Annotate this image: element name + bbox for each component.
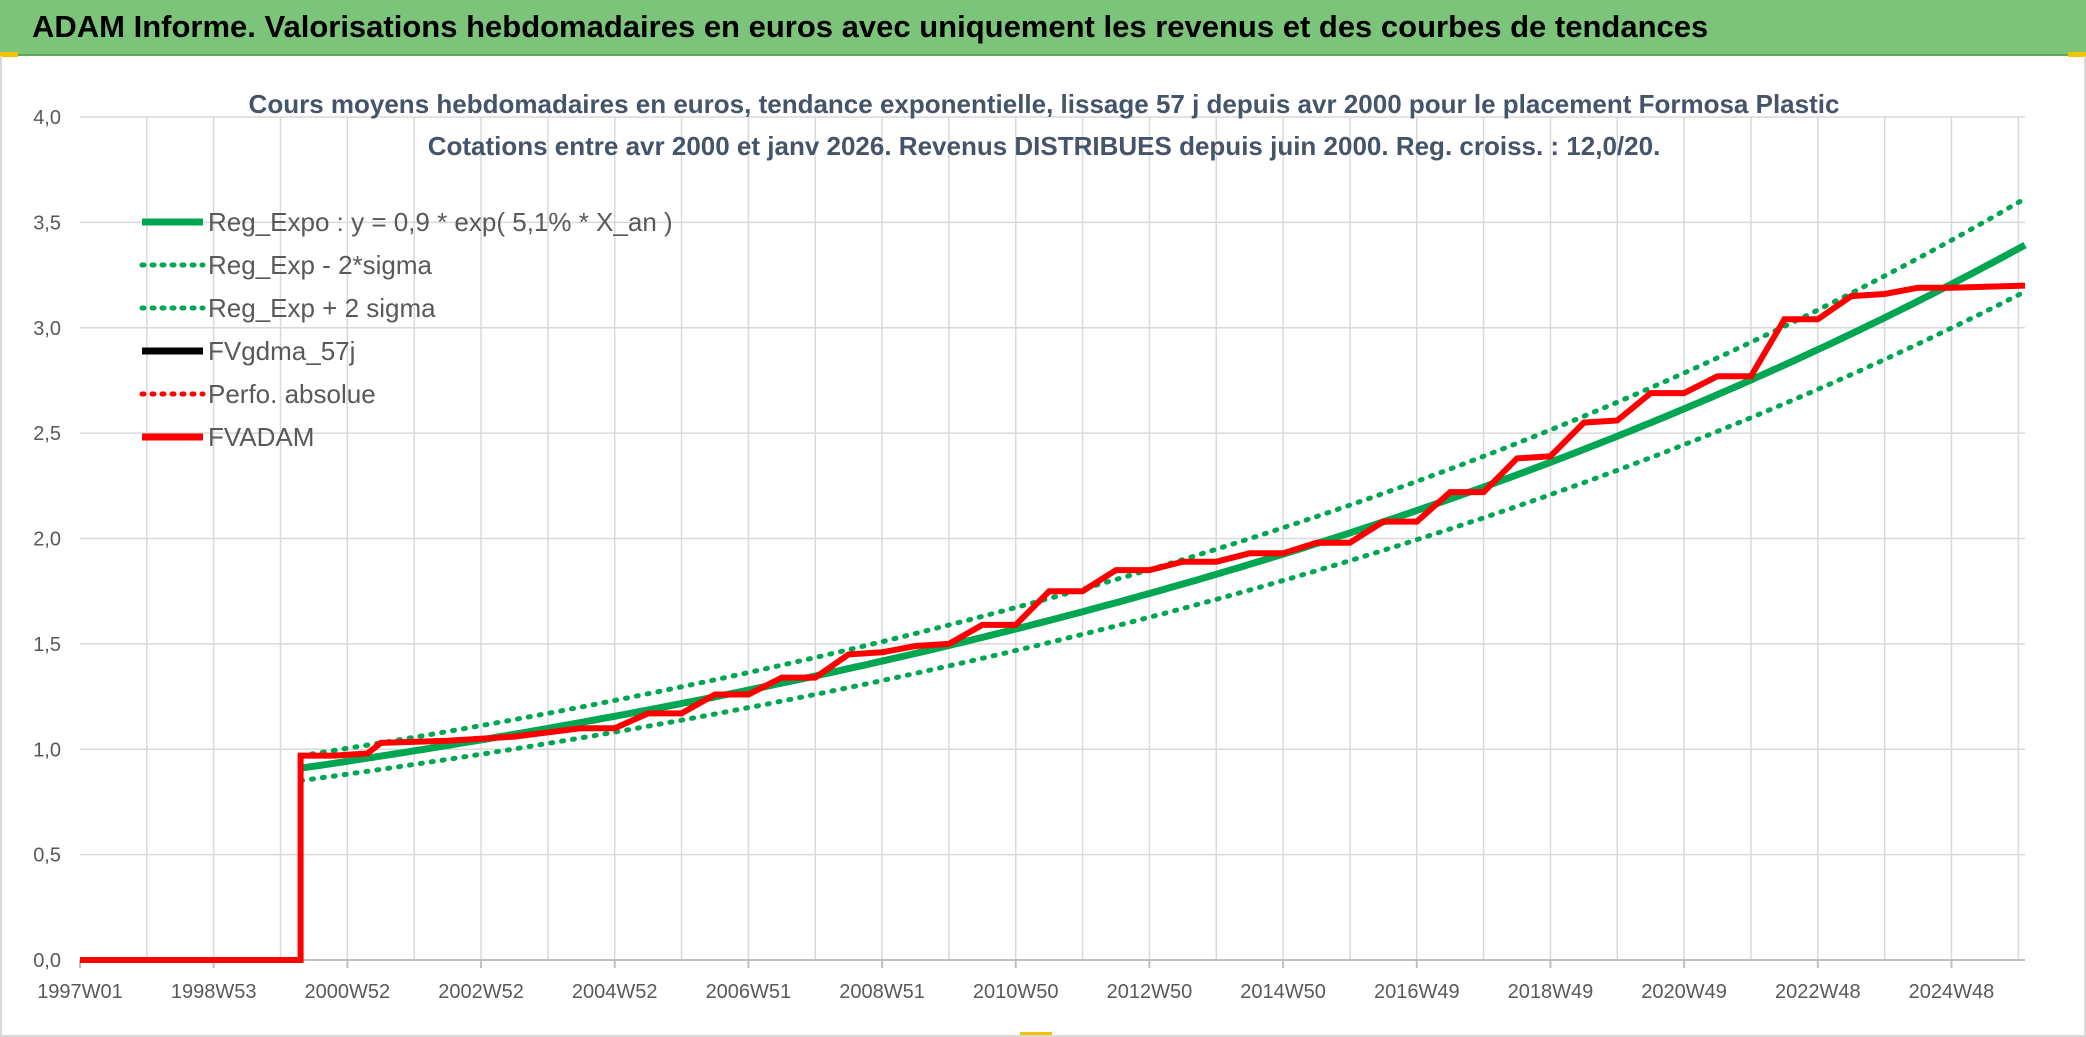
legend-label: Reg_Exp + 2 sigma bbox=[208, 293, 436, 323]
x-tick-label: 2018W49 bbox=[1508, 981, 1594, 1003]
chart-title: Cours moyens hebdomadaires en euros, ten… bbox=[249, 89, 1840, 161]
legend-label: FVADAM bbox=[208, 422, 314, 452]
chart-area bbox=[0, 56, 2086, 1037]
y-tick-label: 0,0 bbox=[33, 950, 61, 972]
chart-title-line-1: Cours moyens hebdomadaires en euros, ten… bbox=[249, 89, 1840, 119]
chart-title-line-2: Cotations entre avr 2000 et janv 2026. R… bbox=[428, 131, 1661, 161]
x-tick-label: 2002W52 bbox=[438, 981, 524, 1003]
x-tick-label: 2000W52 bbox=[305, 981, 391, 1003]
x-tick-label: 1998W53 bbox=[171, 981, 257, 1003]
y-tick-label: 0,5 bbox=[33, 845, 61, 867]
series-reg-exp-minus-2sigma bbox=[298, 289, 2028, 784]
x-tick-label: 2024W48 bbox=[1909, 981, 1995, 1003]
grid bbox=[80, 116, 2025, 961]
corner-marker-left bbox=[0, 52, 18, 57]
y-tick-label: 2,0 bbox=[33, 529, 61, 551]
x-tick-label: 2022W48 bbox=[1775, 981, 1861, 1003]
y-tick-label: 1,5 bbox=[33, 634, 61, 656]
legend: Reg_Expo : y = 0,9 * exp( 5,1% * X_an ) R… bbox=[139, 207, 673, 452]
series-reg-expo bbox=[300, 242, 2027, 772]
x-tick-label: 2008W51 bbox=[839, 981, 925, 1003]
x-tick-label: 2016W49 bbox=[1374, 981, 1460, 1003]
x-tick-label: 2020W49 bbox=[1641, 981, 1727, 1003]
legend-label: Perfo. absolue bbox=[208, 379, 376, 409]
corner-marker-right bbox=[2068, 52, 2086, 57]
legend-label: FVgdma_57j bbox=[208, 336, 355, 366]
y-tick-label: 3,5 bbox=[33, 212, 61, 234]
x-tick-label: 2010W50 bbox=[973, 981, 1059, 1003]
legend-label: Reg_Expo : y = 0,9 * exp( 5,1% * X_an ) bbox=[208, 207, 673, 237]
series-fvadam bbox=[80, 282, 2026, 963]
corner-marker-bottom bbox=[1020, 1032, 1052, 1037]
x-tick-label: 2004W52 bbox=[572, 981, 658, 1003]
report-header: ADAM Informe. Valorisations hebdomadaire… bbox=[0, 0, 2086, 56]
y-tick-label: 3,0 bbox=[33, 318, 61, 340]
legend-label: Reg_Exp - 2*sigma bbox=[208, 250, 433, 280]
x-tick-label: 2006W51 bbox=[706, 981, 792, 1003]
x-tick-label: 2014W50 bbox=[1240, 981, 1326, 1003]
x-axis-ticks: 1997W01 1998W53 2000W52 2002W52 2004W52 2006W… bbox=[37, 960, 1994, 1003]
y-tick-label: 2,5 bbox=[33, 423, 61, 445]
series-reg-exp-plus-2sigma bbox=[298, 196, 2028, 759]
x-tick-label: 1997W01 bbox=[37, 981, 123, 1003]
report-title: ADAM Informe. Valorisations hebdomadaire… bbox=[32, 9, 1709, 44]
y-axis-ticks: 0,0 0,5 1,0 1,5 2,0 2,5 3,0 3,5 4,0 bbox=[33, 107, 61, 972]
series bbox=[80, 196, 2028, 963]
x-tick-label: 2012W50 bbox=[1107, 981, 1193, 1003]
y-tick-label: 1,0 bbox=[33, 739, 61, 761]
y-tick-label: 4,0 bbox=[33, 107, 61, 129]
